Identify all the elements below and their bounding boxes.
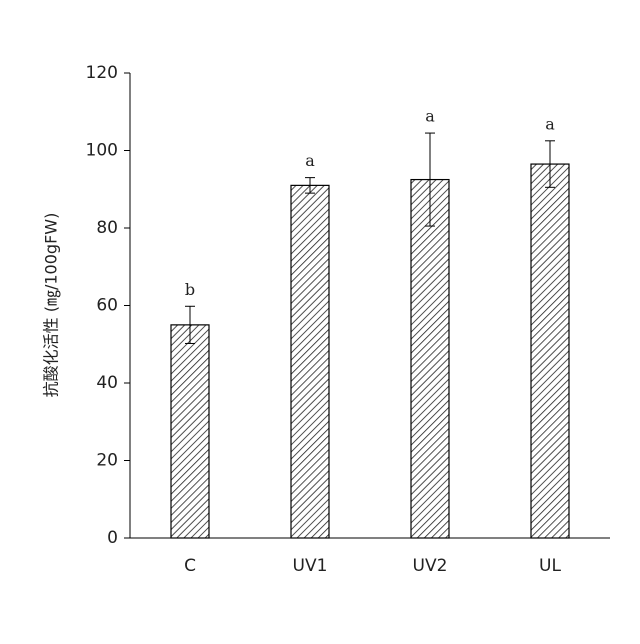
x-tick-label: UV2: [413, 556, 448, 576]
y-tick-label: 80: [96, 218, 118, 238]
annotation: b: [185, 280, 195, 299]
y-tick-label: 60: [96, 296, 118, 316]
chart: 抗酸化活性 (㎎/100gFW) 0 20 40 60 80 100 120 Cb UV1 a UV…: [0, 0, 640, 640]
bar: [531, 164, 569, 538]
x-tick-label: C: [184, 556, 196, 576]
annotation: a: [425, 107, 435, 126]
bar: [291, 185, 329, 538]
y-tick-label: 120: [86, 63, 118, 83]
y-tick-label: 100: [86, 141, 118, 161]
bar: [411, 180, 449, 538]
annotation: a: [305, 151, 315, 170]
annotation: a: [545, 114, 555, 133]
y-tick-label: 40: [96, 373, 118, 393]
x-tick-label: UL: [539, 556, 561, 576]
y-tick-label: 0: [107, 528, 118, 548]
y-axis-label: 抗酸化活性 (㎎/100gFW): [42, 213, 61, 398]
x-tick-label: UV1: [293, 556, 328, 576]
y-tick-label: 20: [96, 451, 118, 471]
bar: [171, 325, 209, 538]
